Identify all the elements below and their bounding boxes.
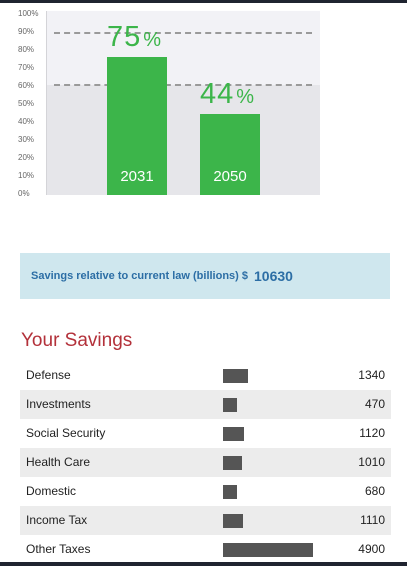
savings-row-bar xyxy=(223,369,248,383)
savings-row: Health Care 1010 xyxy=(20,448,391,477)
bar-2031: 2031 xyxy=(107,57,167,195)
bar-year-label: 2031 xyxy=(120,168,154,185)
bar-percent-label: 44% xyxy=(200,78,255,111)
savings-row-bar xyxy=(223,514,243,528)
y-tick-label: 70% xyxy=(18,63,35,72)
bar-percent-unit: % xyxy=(236,86,256,109)
savings-row-bar xyxy=(223,398,237,412)
y-tick-label: 40% xyxy=(18,117,35,126)
bottom-bar xyxy=(0,562,407,566)
savings-row-label: Investments xyxy=(26,397,91,411)
savings-row: Social Security 1120 xyxy=(20,419,391,448)
y-axis-line xyxy=(46,11,47,195)
chart-band-upper xyxy=(46,11,320,85)
y-tick-label: 10% xyxy=(18,171,35,180)
savings-row-bar xyxy=(223,543,313,557)
savings-row: Domestic 680 xyxy=(20,477,391,506)
savings-row-value: 1340 xyxy=(358,368,385,382)
y-tick-label: 20% xyxy=(18,153,35,162)
savings-row-value: 680 xyxy=(364,484,385,498)
savings-banner-label: Savings relative to current law (billion… xyxy=(31,270,249,282)
top-bar xyxy=(0,0,407,3)
savings-row: Income Tax 1110 xyxy=(20,506,391,535)
savings-row-label: Income Tax xyxy=(26,513,88,527)
y-tick-label: 0% xyxy=(18,189,30,198)
savings-row-value: 470 xyxy=(364,397,385,411)
y-tick-label: 80% xyxy=(18,45,35,54)
savings-row-value: 1120 xyxy=(359,426,385,440)
chart-band-lower xyxy=(46,84,320,195)
bar-percent-value: 75 xyxy=(107,21,142,53)
savings-row: Investments 470 xyxy=(20,390,391,419)
savings-row-label: Other Taxes xyxy=(26,542,91,556)
savings-banner-value: 10630 xyxy=(254,268,293,284)
savings-row-label: Defense xyxy=(26,368,71,382)
y-tick-label: 50% xyxy=(18,99,35,108)
savings-row-label: Domestic xyxy=(26,484,77,498)
savings-row-bar xyxy=(223,456,242,470)
y-tick-label: 60% xyxy=(18,81,35,90)
y-tick-label: 90% xyxy=(18,27,35,36)
savings-row-bar xyxy=(223,427,244,441)
bar-percent-unit: % xyxy=(143,29,163,51)
savings-row-value: 1110 xyxy=(360,513,385,527)
bar-2050: 2050 xyxy=(200,114,260,195)
savings-row: Other Taxes 4900 xyxy=(20,535,391,564)
bar-percent-label: 75% xyxy=(107,21,162,54)
y-tick-label: 30% xyxy=(18,135,35,144)
y-tick-label: 100% xyxy=(18,9,39,18)
savings-row-value: 4900 xyxy=(358,542,385,556)
savings-banner: Savings relative to current law (billion… xyxy=(20,253,390,299)
reference-line xyxy=(54,32,312,35)
debt-chart: 100% 90% 80% 70% 60% 50% 40% 30% 20% 10% 0% 2031 75%… xyxy=(0,3,407,203)
savings-row-value: 1010 xyxy=(358,455,385,469)
chart-plot-area: 2031 75% 2050 44% xyxy=(46,11,320,195)
savings-row-bar xyxy=(223,485,237,499)
savings-row-label: Health Care xyxy=(26,455,91,469)
bar-percent-value: 44 xyxy=(200,78,235,111)
your-savings-title: Your Savings xyxy=(21,330,133,351)
bar-year-label: 2050 xyxy=(213,167,247,185)
reference-line xyxy=(54,83,312,86)
savings-table: Defense 1340 Investments 470 Social Security… xyxy=(20,361,391,564)
savings-row-label: Social Security xyxy=(26,426,106,440)
savings-row: Defense 1340 xyxy=(20,361,391,390)
